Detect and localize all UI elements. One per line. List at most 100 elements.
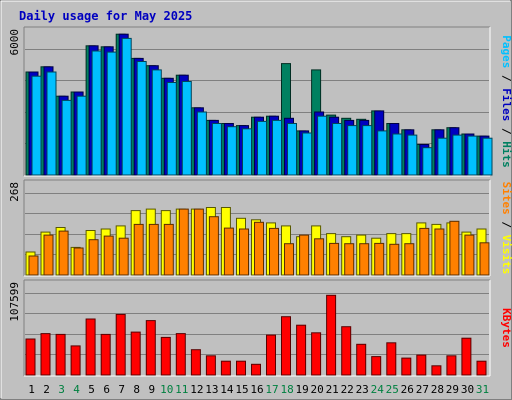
bar-kbytes-day-8 <box>130 331 141 376</box>
x-label-day-14: 14 <box>220 383 234 396</box>
bar-sites-day-18 <box>284 243 294 276</box>
bar-kbytes-day-1 <box>25 338 36 376</box>
bar-kbytes-day-13 <box>205 355 216 376</box>
bar-kbytes-day-18 <box>281 316 291 376</box>
panel-legend: Pages / Files / Hits <box>500 35 512 168</box>
x-label-day-25: 25 <box>386 383 399 396</box>
bar-kbytes-day-22 <box>341 326 352 376</box>
bar-pages-day-1 <box>31 75 42 176</box>
bar-sites-day-5 <box>88 239 99 276</box>
x-label-day-18: 18 <box>280 383 293 396</box>
x-label-day-13: 13 <box>205 383 218 396</box>
panel-legend: Sites / Visits <box>500 182 512 275</box>
bar-kbytes-day-15 <box>236 360 246 376</box>
bar-pages-day-30 <box>467 135 478 176</box>
x-label-day-30: 30 <box>461 383 474 396</box>
legend-part-0: Sites <box>500 182 512 215</box>
bar-kbytes-day-17 <box>266 334 276 376</box>
bar-sites-day-11 <box>178 208 189 276</box>
x-label-day-6: 6 <box>103 383 110 396</box>
bar-sites-day-14 <box>223 227 234 276</box>
bar-sites-day-10 <box>163 223 174 276</box>
bar-pages-day-11 <box>181 81 192 176</box>
x-label-day-5: 5 <box>88 383 95 396</box>
x-label-day-20: 20 <box>310 383 323 396</box>
x-label-day-23: 23 <box>356 383 369 396</box>
bar-kbytes-day-19 <box>296 324 307 376</box>
bar-pages-day-6 <box>106 51 117 176</box>
bar-kbytes-day-4 <box>70 345 81 376</box>
bar-pages-day-23 <box>362 125 373 176</box>
x-label-day-10: 10 <box>160 383 173 396</box>
bar-sites-day-2 <box>43 234 54 276</box>
bar-sites-day-21 <box>329 242 340 276</box>
bar-pages-day-21 <box>332 123 343 176</box>
bar-kbytes-day-28 <box>431 365 442 376</box>
legend-part-1: / <box>500 68 512 88</box>
panel-kbytes: 107599 KBytes <box>8 279 512 377</box>
bar-pages-day-7 <box>121 37 132 176</box>
bar-pages-day-29 <box>452 134 463 176</box>
bar-pages-day-16 <box>257 120 267 176</box>
legend-part-2: Visits <box>500 235 512 275</box>
legend-part-4: Hits <box>500 141 512 168</box>
bar-sites-day-8 <box>133 223 144 276</box>
bar-sites-day-23 <box>359 243 370 276</box>
x-label-day-4: 4 <box>73 383 80 396</box>
bar-pages-day-2 <box>46 71 57 176</box>
bar-sites-day-24 <box>374 242 385 276</box>
x-label-day-17: 17 <box>265 383 278 396</box>
x-label-day-29: 29 <box>446 383 459 396</box>
bar-pages-day-17 <box>272 119 282 176</box>
legend-part-0: KBytes <box>500 308 512 348</box>
bar-sites-day-16 <box>254 221 264 276</box>
chart-panels: 6000 Pages / Files / Hits 268 Sites / Visit… <box>8 26 512 377</box>
bar-pages-day-25 <box>392 133 403 176</box>
bar-kbytes-day-6 <box>100 333 111 376</box>
bar-kbytes-day-5 <box>85 318 96 376</box>
bar-kbytes-day-30 <box>461 337 472 376</box>
panel-hits-files-pages: 6000 Pages / Files / Hits <box>8 26 512 177</box>
bar-sites-day-31 <box>479 242 490 276</box>
x-label-day-2: 2 <box>43 383 50 396</box>
bar-kbytes-day-7 <box>115 313 126 376</box>
y-max-label: 6000 <box>8 29 21 56</box>
x-label-day-19: 19 <box>295 383 308 396</box>
x-label-day-15: 15 <box>235 383 248 396</box>
bar-pages-day-4 <box>76 95 87 176</box>
bar-sites-day-26 <box>404 243 415 276</box>
bar-sites-day-15 <box>239 228 249 276</box>
bar-pages-day-3 <box>61 99 72 176</box>
bar-pages-day-12 <box>196 111 207 176</box>
x-label-day-3: 3 <box>58 383 65 396</box>
bar-kbytes-day-12 <box>190 349 201 376</box>
bar-sites-day-6 <box>103 235 114 276</box>
bar-pages-day-26 <box>407 134 418 176</box>
legend-part-3: / <box>500 121 512 141</box>
bar-sites-day-22 <box>344 243 355 276</box>
bar-sites-day-19 <box>299 234 310 276</box>
y-max-label: 107599 <box>8 282 21 322</box>
bar-kbytes-day-29 <box>446 355 457 376</box>
bar-pages-day-18 <box>287 123 297 176</box>
x-label-day-24: 24 <box>371 383 385 396</box>
bar-kbytes-day-16 <box>251 363 261 376</box>
panel-legend: KBytes <box>500 308 512 348</box>
bar-sites-day-4 <box>73 247 84 276</box>
bar-sites-day-30 <box>464 234 475 276</box>
x-label-day-8: 8 <box>133 383 140 396</box>
bar-sites-day-7 <box>118 237 129 276</box>
bar-kbytes-day-25 <box>386 342 397 376</box>
panel-visits-sites: 268 Sites / Visits <box>8 179 512 277</box>
bar-pages-day-20 <box>317 115 328 176</box>
x-label-day-31: 31 <box>476 383 489 396</box>
bar-kbytes-day-31 <box>476 360 487 376</box>
bar-kbytes-day-26 <box>401 357 412 376</box>
bar-kbytes-day-10 <box>160 336 171 376</box>
bar-kbytes-day-3 <box>55 333 66 376</box>
x-axis-day-labels: 1 2 3 4 5 6 7 8 9 10 11 12 13 14 15 16 17 18 19 20 21 22 23 24 2… <box>28 383 489 396</box>
x-label-day-22: 22 <box>341 383 354 396</box>
bar-sites-day-29 <box>449 220 460 276</box>
legend-part-1: / <box>500 215 512 235</box>
